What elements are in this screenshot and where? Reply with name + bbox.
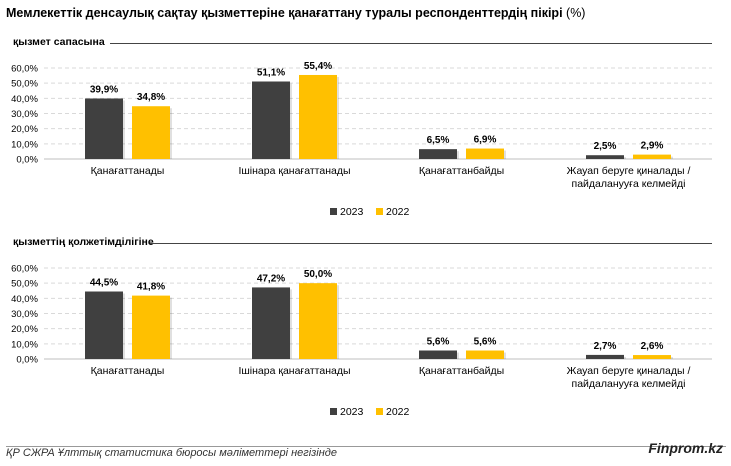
- y-tick-label: 0,0%: [16, 155, 38, 166]
- data-label: 39,9%: [90, 84, 118, 95]
- bar-2022: [466, 350, 504, 359]
- category-label: Қанағаттанбайды: [419, 365, 504, 377]
- legend-label: 2023: [340, 206, 364, 218]
- bar-shadow: [457, 151, 459, 159]
- bar-shadow: [170, 297, 172, 359]
- y-tick-label: 60,0%: [11, 64, 38, 75]
- data-label: 2,5%: [594, 141, 617, 152]
- bar-shadow: [504, 150, 506, 159]
- bar-2023: [252, 81, 290, 159]
- data-label: 6,5%: [427, 135, 450, 146]
- legend-label: 2022: [386, 206, 410, 218]
- bar-2022: [299, 283, 337, 359]
- bar-2022: [299, 74, 337, 159]
- data-label: 44,5%: [90, 278, 118, 289]
- data-label: 55,4%: [304, 61, 332, 72]
- legend-swatch-2022: [376, 208, 383, 215]
- bar-shadow: [170, 108, 172, 159]
- footer-brand-logo: Finprom.kz: [648, 440, 723, 456]
- bar-2022: [132, 106, 170, 159]
- chart-service-quality: 0,0% 10,0% 20,0% 30,0% 40,0% 50,0% 60,0% 39,9% 3…: [11, 61, 712, 218]
- bar-2023: [85, 291, 123, 359]
- bar-shadow: [671, 156, 673, 159]
- bar-shadow: [504, 352, 506, 359]
- data-label: 6,9%: [474, 135, 497, 146]
- bar-2023: [419, 350, 457, 359]
- bar-2022: [132, 295, 170, 359]
- category-label: Жауап беруге қиналады /: [567, 165, 691, 177]
- bar-shadow: [290, 289, 292, 359]
- data-label: 5,6%: [474, 337, 497, 348]
- data-label: 5,6%: [427, 337, 450, 348]
- category-label: пайдаланууға келмейді: [572, 178, 686, 190]
- y-tick-label: 0,0%: [16, 355, 38, 366]
- bar-2022: [466, 148, 504, 159]
- footer-source: ҚР СЖРА Ұлттық статистика бюросы мәлімет…: [6, 447, 337, 459]
- data-label: 2,7%: [594, 341, 617, 352]
- data-label: 2,9%: [641, 141, 664, 152]
- y-tick-label: 40,0%: [11, 94, 38, 105]
- chart-service-accessibility: 0,0% 10,0% 20,0% 30,0% 40,0% 50,0% 60,0% 44,5% 4…: [11, 264, 712, 418]
- y-tick-label: 10,0%: [11, 139, 38, 150]
- bar-shadow: [123, 293, 125, 359]
- y-tick-label: 30,0%: [11, 309, 38, 320]
- title-unit: (%): [566, 6, 586, 20]
- y-tick-label: 60,0%: [11, 264, 38, 275]
- bar-2022: [633, 154, 671, 159]
- legend-label: 2022: [386, 406, 410, 418]
- bar-2023: [85, 98, 123, 159]
- data-label: 34,8%: [137, 92, 165, 103]
- data-label: 47,2%: [257, 273, 285, 284]
- category-label: Қанағаттанады: [91, 365, 165, 377]
- bar-2023: [252, 287, 290, 359]
- bar-2023: [586, 155, 624, 159]
- data-label: 51,1%: [257, 67, 285, 78]
- legend-swatch-2023: [330, 408, 337, 415]
- data-label: 41,8%: [137, 282, 165, 293]
- bar-shadow: [457, 352, 459, 359]
- title-text: Мемлекеттік денсаулық сақтау қызметтерін…: [6, 6, 563, 20]
- chart-2-title-rule: [150, 243, 712, 244]
- y-tick-label: 50,0%: [11, 279, 38, 290]
- category-label: пайдаланууға келмейді: [572, 378, 686, 390]
- footer-rule: [6, 446, 726, 447]
- page-title: Мемлекеттік денсаулық сақтау қызметтерін…: [6, 6, 585, 20]
- chart-1-title: қызмет сапасына: [13, 36, 105, 48]
- y-tick-label: 20,0%: [11, 324, 38, 335]
- y-tick-label: 30,0%: [11, 109, 38, 120]
- category-label: Жауап беруге қиналады /: [567, 365, 691, 377]
- data-label: 50,0%: [304, 269, 332, 280]
- y-tick-label: 40,0%: [11, 294, 38, 305]
- bar-2022: [633, 355, 671, 359]
- chart-2-title: қызметтің қолжетімділігіне: [13, 236, 154, 248]
- bar-shadow: [671, 357, 673, 359]
- bar-shadow: [123, 100, 125, 159]
- bar-2023: [586, 354, 624, 359]
- category-label: Ішінара қанағаттанады: [238, 165, 350, 177]
- legend-swatch-2023: [330, 208, 337, 215]
- chart-1-title-rule: [110, 43, 712, 44]
- bar-shadow: [624, 356, 626, 359]
- legend-label: 2023: [340, 406, 364, 418]
- bar-shadow: [337, 76, 339, 159]
- category-label: Қанағаттанады: [91, 165, 165, 177]
- data-label: 2,6%: [641, 341, 664, 352]
- legend-swatch-2022: [376, 408, 383, 415]
- bar-shadow: [290, 83, 292, 159]
- category-label: Ішінара қанағаттанады: [238, 365, 350, 377]
- y-tick-label: 20,0%: [11, 124, 38, 135]
- category-label: Қанағаттанбайды: [419, 165, 504, 177]
- bar-shadow: [337, 285, 339, 359]
- bar-shadow: [624, 157, 626, 159]
- bar-2023: [419, 149, 457, 159]
- y-tick-label: 10,0%: [11, 339, 38, 350]
- y-tick-label: 50,0%: [11, 79, 38, 90]
